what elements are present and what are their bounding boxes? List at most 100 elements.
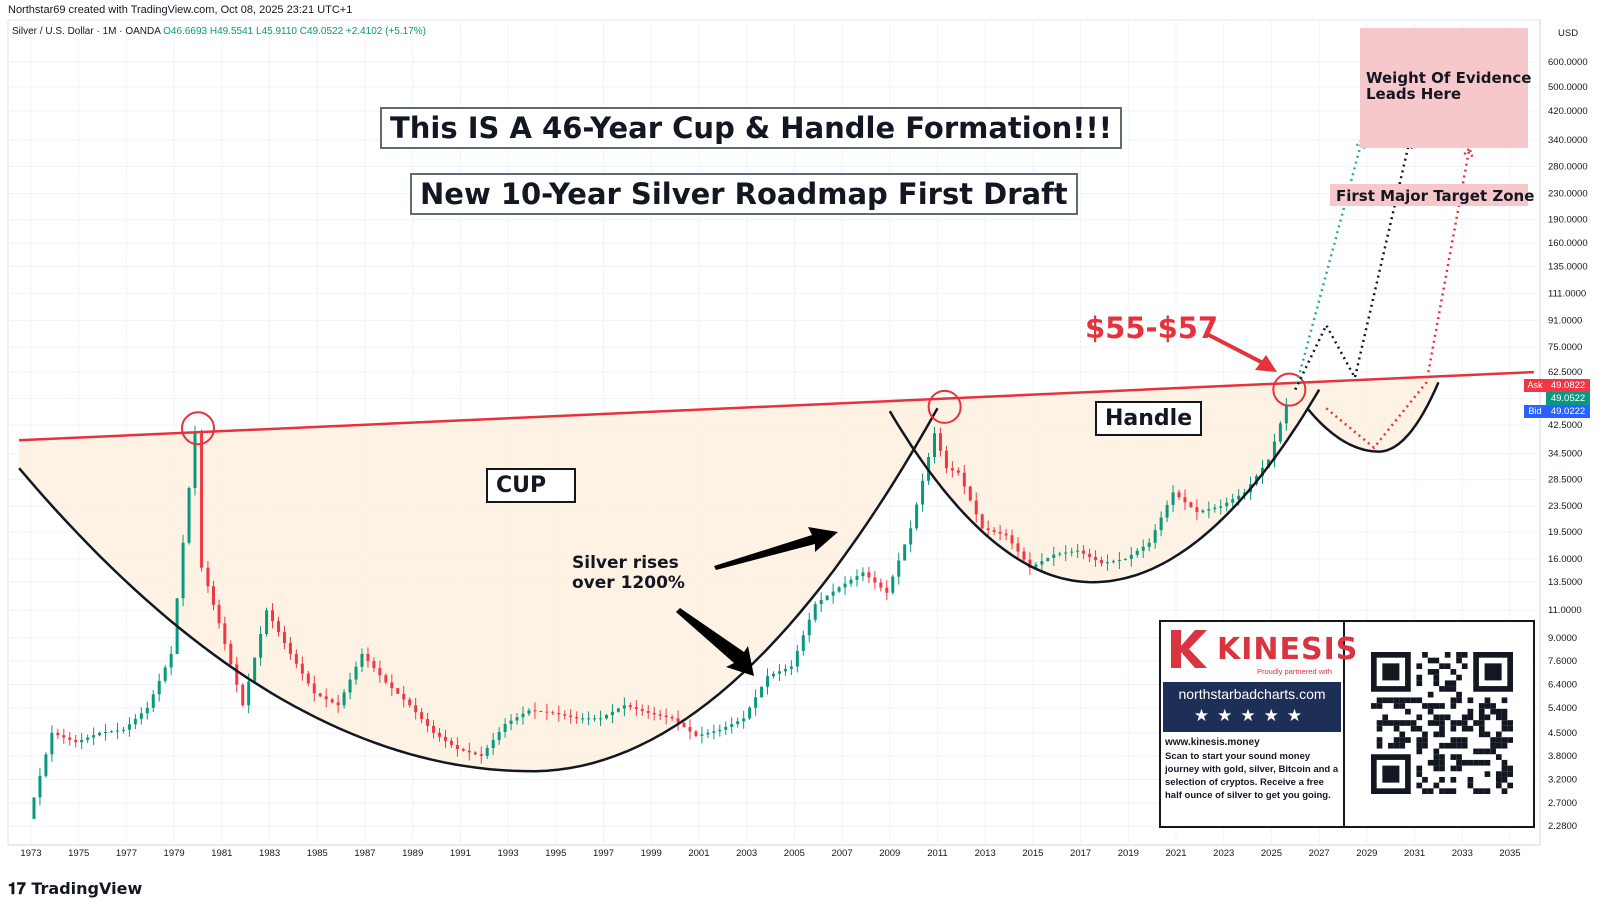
qr-module [1399, 697, 1406, 704]
kinesis-website[interactable]: www.kinesis.money [1165, 737, 1260, 748]
candle-down [455, 744, 459, 749]
candle-up [354, 666, 358, 680]
candle-down [628, 705, 632, 708]
candle-down [569, 715, 573, 717]
candle-up [86, 737, 90, 740]
qr-module [1427, 788, 1434, 794]
qr-module [1388, 697, 1394, 704]
qr-module [1416, 782, 1423, 789]
candle-down [1177, 492, 1181, 498]
qr-module [1433, 657, 1440, 664]
candle-up [777, 671, 781, 674]
qr-module [1439, 663, 1445, 670]
qr-module [1450, 737, 1457, 743]
candle-down [473, 752, 477, 755]
qr-module [1439, 731, 1445, 738]
projected-dip-fill [1307, 376, 1439, 452]
qr-module [1450, 725, 1457, 732]
candle-up [163, 667, 167, 681]
qr-module [1439, 742, 1445, 749]
qr-module [1507, 782, 1513, 789]
ad-left-column: KINESIS Proudly partnered with northstar… [1161, 622, 1357, 826]
candle-up [891, 576, 895, 593]
qr-module [1433, 765, 1440, 772]
northstar-banner: northstarbadcharts.com ★★★★★ [1163, 682, 1341, 732]
candle-down [217, 604, 221, 624]
qr-module [1433, 759, 1440, 766]
ohlc-low: L45.9110 [256, 26, 297, 37]
projection-path-teal [1294, 139, 1364, 390]
candle-up [825, 595, 829, 600]
candle-down [443, 736, 447, 741]
candle-down [336, 702, 340, 706]
qr-code-icon[interactable] [1371, 652, 1513, 794]
price-tick-label: 160.0000 [1548, 238, 1588, 249]
chart-subtitle: New 10-Year Silver Roadmap First Draft [410, 173, 1078, 215]
handle-label: Handle [1095, 401, 1203, 436]
qr-module [1495, 754, 1502, 760]
candle-down [1004, 533, 1008, 536]
qr-module [1393, 703, 1400, 709]
candle-down [318, 693, 322, 697]
candle-up [724, 726, 728, 730]
time-axis[interactable]: 1973 1975 1977 1979 1981 1983 1985 1987 1989 1991… [20, 848, 1520, 859]
qr-module [1376, 703, 1383, 709]
candle-up [259, 634, 263, 658]
time-tick-label: 2007 [831, 848, 852, 859]
time-tick-label: 1975 [68, 848, 89, 859]
qr-module [1467, 714, 1474, 721]
price-tick-label: 111.0000 [1548, 288, 1586, 299]
candle-up [581, 718, 585, 720]
qr-module [1501, 776, 1508, 783]
qr-module [1473, 720, 1479, 726]
weight-line1: Weight Of Evidence [1366, 69, 1532, 87]
candle-down [1088, 553, 1092, 557]
qr-module [1371, 703, 1377, 709]
qr-module [1461, 663, 1468, 670]
silver-rises-annotation: Silver rises over 1200% [572, 553, 685, 593]
qr-module [1382, 697, 1389, 704]
candle-down [271, 610, 275, 622]
candle-up [1201, 510, 1205, 513]
candle-down [676, 718, 680, 723]
candle-up [1165, 504, 1169, 518]
qr-module [1427, 703, 1434, 709]
candle-up [1129, 554, 1133, 559]
qr-module [1478, 708, 1485, 715]
candle-up [1219, 506, 1223, 508]
candle-down [223, 623, 227, 644]
candle-up [742, 718, 746, 722]
tradingview-logo[interactable]: 𝟏𝟕 TradingView [8, 879, 142, 899]
candle-down [420, 712, 424, 720]
candle-up [754, 697, 758, 708]
qr-module [1376, 725, 1383, 732]
price-axis[interactable]: 600.0000 500.0000 420.0000 340.0000 280.0000… [1548, 57, 1588, 832]
candle-up [903, 544, 907, 561]
qr-module [1416, 737, 1423, 743]
candle-down [968, 486, 972, 501]
symbol-name: Silver / U.S. Dollar · 1M · OANDA [12, 26, 161, 37]
qr-module [1456, 765, 1462, 772]
qr-module [1444, 714, 1451, 721]
candle-up [1135, 550, 1139, 555]
symbol-legend[interactable]: Silver / U.S. Dollar · 1M · OANDA O46.66… [12, 26, 426, 37]
candle-down [330, 699, 334, 703]
candle-up [712, 731, 716, 733]
candle-up [1123, 558, 1127, 560]
qr-module [1467, 697, 1474, 704]
circled-high [1272, 372, 1307, 407]
qr-module [1439, 754, 1445, 760]
qr-finder-core [1382, 765, 1400, 783]
qr-module [1416, 674, 1423, 681]
candle-down [479, 754, 483, 756]
candle-up [909, 528, 913, 545]
qr-module [1461, 714, 1468, 721]
time-tick-label: 1987 [354, 848, 375, 859]
qr-module [1416, 680, 1423, 687]
price-tick-label: 2.2800 [1548, 821, 1577, 832]
candle-up [1225, 502, 1229, 507]
candle-down [867, 572, 871, 578]
kinesis-ad-panel[interactable]: KINESIS Proudly partnered with northstar… [1159, 620, 1535, 828]
candle-down [885, 587, 889, 593]
